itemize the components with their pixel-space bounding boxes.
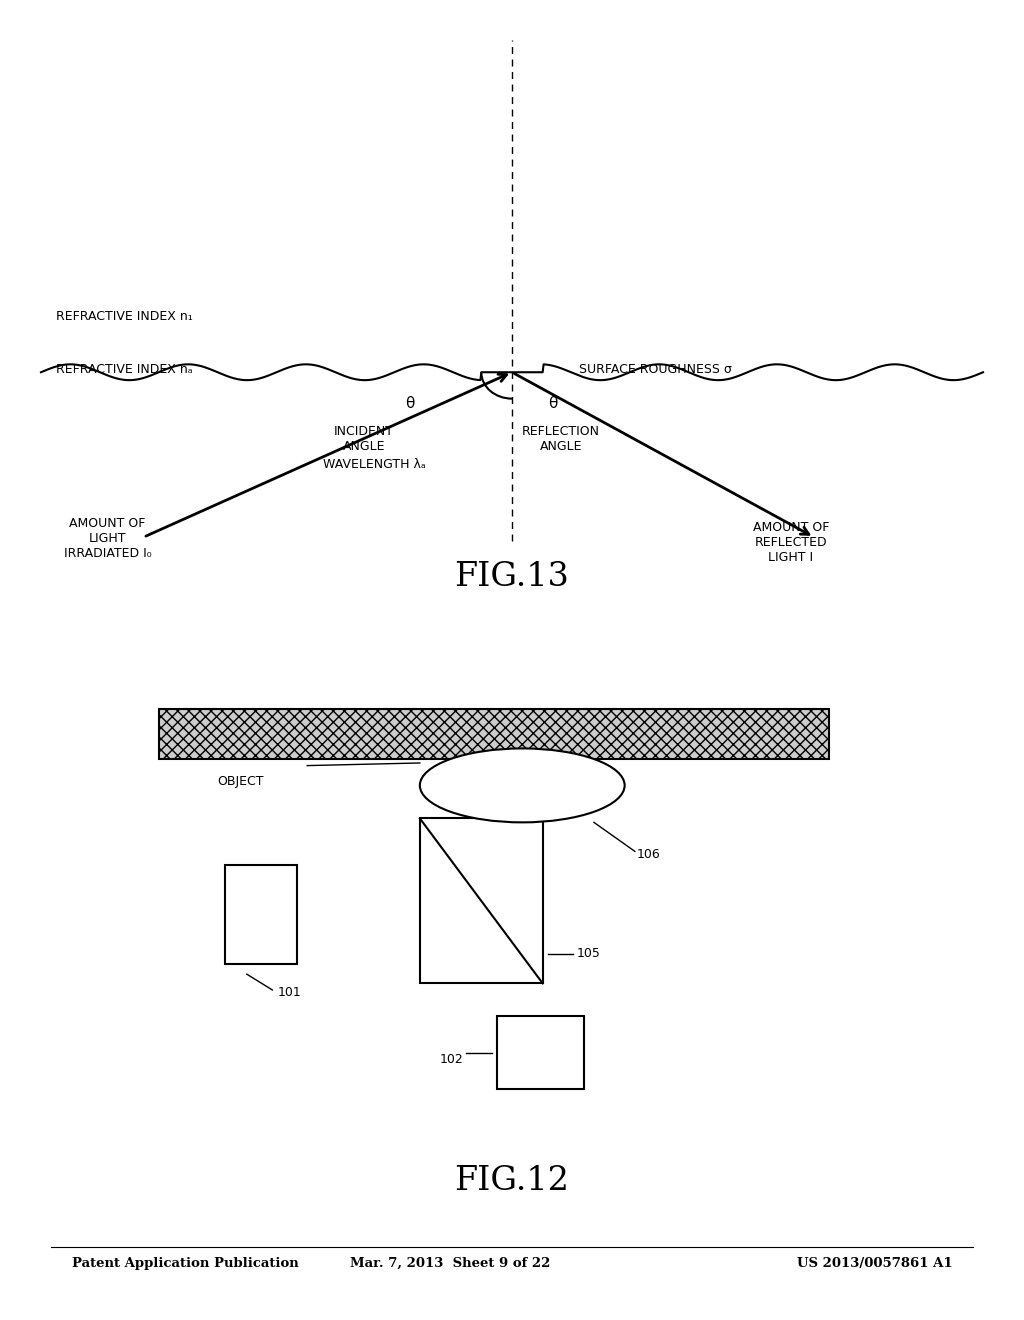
- Text: 101: 101: [278, 986, 301, 999]
- Text: INCIDENT
ANGLE: INCIDENT ANGLE: [334, 425, 394, 453]
- Text: Patent Application Publication: Patent Application Publication: [72, 1257, 298, 1270]
- Text: 102: 102: [440, 1053, 464, 1065]
- Bar: [497, 1016, 584, 1089]
- Text: SURFACE ROUGHNESS σ: SURFACE ROUGHNESS σ: [579, 363, 731, 376]
- Text: REFLECTION
ANGLE: REFLECTION ANGLE: [522, 425, 600, 453]
- Text: US 2013/0057861 A1: US 2013/0057861 A1: [797, 1257, 952, 1270]
- Text: OBJECT: OBJECT: [217, 775, 264, 788]
- Bar: [159, 709, 829, 759]
- Text: 105: 105: [577, 948, 600, 960]
- Bar: [420, 818, 543, 983]
- Text: FIG.12: FIG.12: [455, 1166, 569, 1197]
- Text: AMOUNT OF
REFLECTED
LIGHT I: AMOUNT OF REFLECTED LIGHT I: [753, 521, 829, 565]
- Ellipse shape: [420, 748, 625, 822]
- Text: θ: θ: [406, 396, 415, 411]
- Bar: [225, 865, 297, 964]
- Text: REFRACTIVE INDEX n₁: REFRACTIVE INDEX n₁: [56, 310, 194, 323]
- Text: WAVELENGTH λₐ: WAVELENGTH λₐ: [323, 458, 425, 471]
- Text: 106: 106: [637, 847, 660, 861]
- Text: FIG.13: FIG.13: [455, 561, 569, 593]
- Text: Mar. 7, 2013  Sheet 9 of 22: Mar. 7, 2013 Sheet 9 of 22: [350, 1257, 551, 1270]
- Text: REFRACTIVE INDEX nₐ: REFRACTIVE INDEX nₐ: [56, 363, 193, 376]
- Text: AMOUNT OF
LIGHT
IRRADIATED I₀: AMOUNT OF LIGHT IRRADIATED I₀: [63, 517, 152, 561]
- Text: θ: θ: [548, 396, 557, 411]
